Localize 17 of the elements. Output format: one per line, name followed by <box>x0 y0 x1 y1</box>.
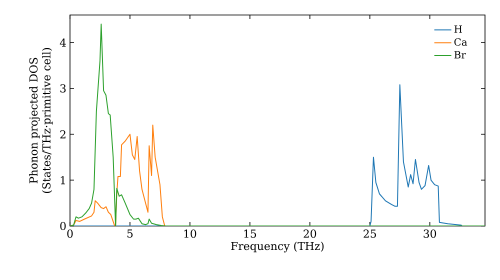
x-tick-label: 15 <box>244 230 256 238</box>
legend-label: Br <box>454 51 466 58</box>
y-tick-label: 2 <box>60 130 66 138</box>
x-tick-label: 25 <box>364 230 376 238</box>
y-tick-label: 3 <box>60 84 66 93</box>
x-tick-label: 30 <box>424 230 436 238</box>
x-axis-title: Frequency (THz) <box>231 242 324 252</box>
legend-label: H <box>454 26 462 33</box>
y-tick-label: 4 <box>60 38 66 47</box>
x-tick-label: 20 <box>304 230 316 238</box>
y-tick-label: 0 <box>60 222 66 230</box>
x-tick-label: 10 <box>184 230 196 238</box>
y-axis-title: Phonon projected DOS (States/THz·primitive cell) <box>29 48 53 193</box>
y-tick-label: 1 <box>60 176 65 184</box>
x-tick-label: 0 <box>67 230 73 238</box>
legend-label: Ca <box>454 38 468 46</box>
x-tick-label: 5 <box>127 230 133 238</box>
